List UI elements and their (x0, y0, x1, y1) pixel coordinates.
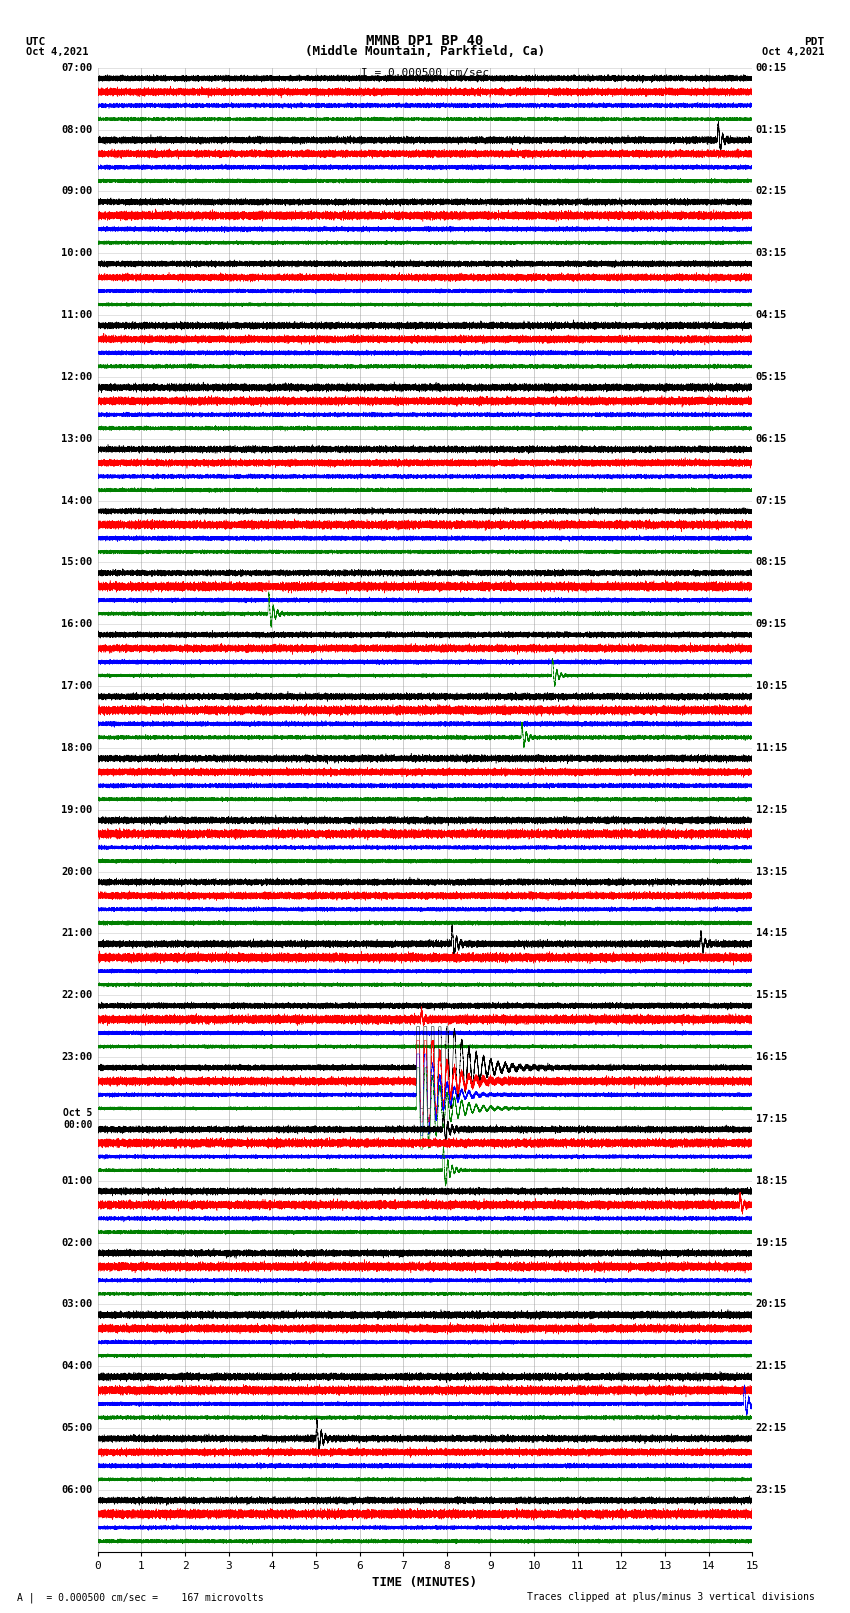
Text: 01:15: 01:15 (756, 124, 787, 134)
Text: 17:00: 17:00 (61, 681, 93, 690)
Text: 01:00: 01:00 (61, 1176, 93, 1186)
Text: Oct 5
00:00: Oct 5 00:00 (63, 1108, 93, 1129)
Text: 11:00: 11:00 (61, 310, 93, 319)
Text: 12:15: 12:15 (756, 805, 787, 815)
Text: 16:00: 16:00 (61, 619, 93, 629)
Text: 10:00: 10:00 (61, 248, 93, 258)
Text: 11:15: 11:15 (756, 744, 787, 753)
Text: Oct 4,2021: Oct 4,2021 (762, 47, 824, 56)
Text: 23:15: 23:15 (756, 1486, 787, 1495)
Text: 10:15: 10:15 (756, 681, 787, 690)
Text: 07:00: 07:00 (61, 63, 93, 73)
Text: 08:00: 08:00 (61, 124, 93, 134)
Text: 16:15: 16:15 (756, 1052, 787, 1061)
Text: MMNB DP1 BP 40: MMNB DP1 BP 40 (366, 34, 484, 47)
Text: A |  = 0.000500 cm/sec =    167 microvolts: A | = 0.000500 cm/sec = 167 microvolts (17, 1592, 264, 1603)
X-axis label: TIME (MINUTES): TIME (MINUTES) (372, 1576, 478, 1589)
Text: 20:15: 20:15 (756, 1300, 787, 1310)
Text: 21:15: 21:15 (756, 1361, 787, 1371)
Text: 14:15: 14:15 (756, 929, 787, 939)
Text: 04:15: 04:15 (756, 310, 787, 319)
Text: 17:15: 17:15 (756, 1115, 787, 1124)
Text: 03:15: 03:15 (756, 248, 787, 258)
Text: 06:15: 06:15 (756, 434, 787, 444)
Text: 09:15: 09:15 (756, 619, 787, 629)
Text: 05:00: 05:00 (61, 1423, 93, 1432)
Text: Oct 4,2021: Oct 4,2021 (26, 47, 88, 56)
Text: UTC: UTC (26, 37, 46, 47)
Text: (Middle Mountain, Parkfield, Ca): (Middle Mountain, Parkfield, Ca) (305, 45, 545, 58)
Text: 06:00: 06:00 (61, 1486, 93, 1495)
Text: 19:15: 19:15 (756, 1237, 787, 1247)
Text: 13:15: 13:15 (756, 866, 787, 876)
Text: 14:00: 14:00 (61, 495, 93, 505)
Text: 00:15: 00:15 (756, 63, 787, 73)
Text: 02:00: 02:00 (61, 1237, 93, 1247)
Text: 23:00: 23:00 (61, 1052, 93, 1061)
Text: 18:15: 18:15 (756, 1176, 787, 1186)
Text: 22:00: 22:00 (61, 990, 93, 1000)
Text: 12:00: 12:00 (61, 373, 93, 382)
Text: 22:15: 22:15 (756, 1423, 787, 1432)
Text: 21:00: 21:00 (61, 929, 93, 939)
Text: 07:15: 07:15 (756, 495, 787, 505)
Text: 20:00: 20:00 (61, 866, 93, 876)
Text: 19:00: 19:00 (61, 805, 93, 815)
Text: 13:00: 13:00 (61, 434, 93, 444)
Text: 05:15: 05:15 (756, 373, 787, 382)
Text: 02:15: 02:15 (756, 187, 787, 197)
Text: PDT: PDT (804, 37, 824, 47)
Text: 15:00: 15:00 (61, 558, 93, 568)
Text: I = 0.000500 cm/sec: I = 0.000500 cm/sec (361, 68, 489, 77)
Text: 04:00: 04:00 (61, 1361, 93, 1371)
Text: 08:15: 08:15 (756, 558, 787, 568)
Text: 03:00: 03:00 (61, 1300, 93, 1310)
Text: 09:00: 09:00 (61, 187, 93, 197)
Text: 18:00: 18:00 (61, 744, 93, 753)
Text: 15:15: 15:15 (756, 990, 787, 1000)
Text: Traces clipped at plus/minus 3 vertical divisions: Traces clipped at plus/minus 3 vertical … (527, 1592, 815, 1602)
